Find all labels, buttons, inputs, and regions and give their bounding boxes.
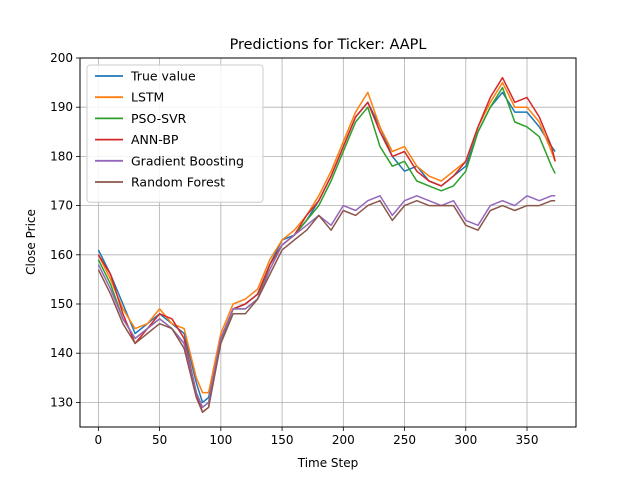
y-tick-label: 190: [50, 100, 73, 114]
legend-label-lstm: LSTM: [131, 90, 164, 105]
x-tick-label: 350: [516, 433, 539, 447]
series-line-lstm: [97, 81, 556, 394]
x-tick-label: 100: [209, 433, 232, 447]
y-tick-label: 160: [50, 248, 73, 262]
legend-label-true-value: True value: [130, 69, 196, 84]
x-tick-label: 150: [271, 433, 294, 447]
y-axis-label: Close Price: [24, 209, 38, 275]
chart-title: Predictions for Ticker: AAPL: [230, 37, 427, 53]
y-tick-label: 150: [50, 297, 73, 311]
x-tick-label: 50: [152, 433, 167, 447]
legend-label-pso-svr: PSO-SVR: [131, 111, 187, 126]
y-tick-label: 130: [50, 395, 73, 409]
plot-frame: [79, 57, 577, 428]
ticks: 0 50 100 150 200 250 300 350 130 140 150 160 170 180 1…: [50, 51, 538, 447]
y-tick-label: 140: [50, 346, 73, 360]
x-tick-label: 0: [95, 433, 103, 447]
legend-label-gradient-boosting: Gradient Boosting: [131, 153, 244, 168]
legend-label-random-forest: Random Forest: [131, 175, 225, 190]
series-line-gradient-boosting: [97, 195, 556, 409]
legend: True value LSTM PSO-SVR ANN-BP Gradient Boos…: [86, 64, 264, 203]
y-tick-label: 200: [50, 51, 73, 65]
series-group: [97, 76, 556, 413]
x-tick-label: 300: [454, 433, 477, 447]
y-tick-label: 180: [50, 149, 73, 163]
y-tick-label: 170: [50, 199, 73, 213]
legend-box: [86, 64, 264, 203]
legend-label-ann-bp: ANN-BP: [131, 132, 179, 147]
series-line-ann-bp: [97, 76, 556, 413]
x-tick-label: 250: [393, 433, 416, 447]
series-line-random-forest: [97, 199, 556, 413]
x-tick-label: 200: [332, 433, 355, 447]
x-axis-label: Time Step: [297, 456, 359, 470]
